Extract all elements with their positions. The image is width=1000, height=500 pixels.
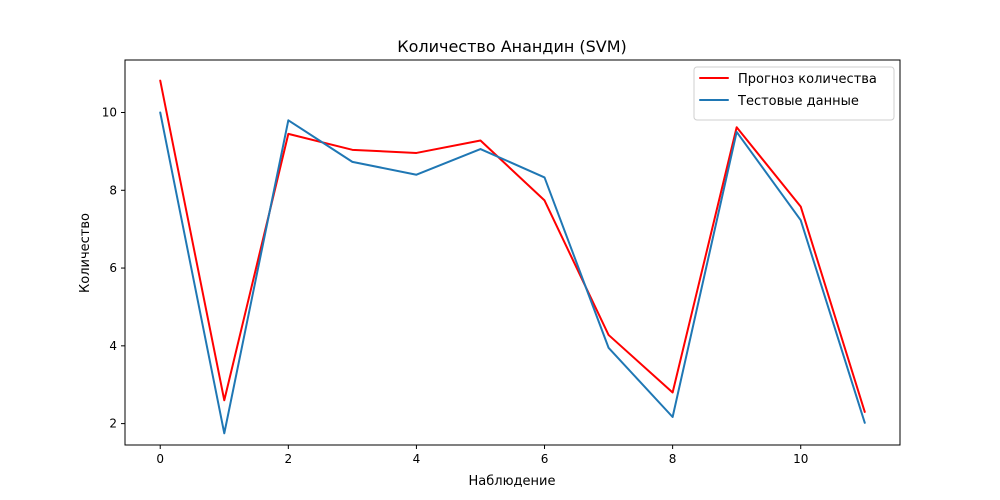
plot-frame <box>124 59 901 446</box>
legend-label-1: Тестовые данные <box>737 94 859 109</box>
legend-box <box>693 66 895 121</box>
x-tick-label-1: 2 <box>285 452 293 466</box>
y-tick-label-4: 10 <box>102 106 117 120</box>
x-tick-label-0: 0 <box>156 452 164 466</box>
chart-title: Количество Анандин (SVM) <box>397 37 627 56</box>
y-tick-label-1: 4 <box>109 339 117 353</box>
x-tick-label-3: 6 <box>541 452 549 466</box>
legend-label-0: Прогноз количества <box>738 72 877 87</box>
x-tick-label-4: 8 <box>669 452 677 466</box>
x-tick-label-2: 4 <box>413 452 421 466</box>
series-line-1 <box>159 111 866 435</box>
y-tick-label-0: 2 <box>109 417 117 431</box>
y-tick-label-2: 6 <box>109 261 117 275</box>
y-axis-label: Количество <box>78 213 93 293</box>
plot-area: 0 2 4 6 8 10 2 4 6 8 10 <box>102 79 866 466</box>
y-tick-label-3: 8 <box>109 183 117 197</box>
x-tick-label-5: 10 <box>793 452 808 466</box>
series-line-0 <box>159 79 866 413</box>
legend: Прогноз количества Тестовые данные <box>693 66 895 121</box>
x-axis-label: Наблюдение <box>469 474 556 489</box>
